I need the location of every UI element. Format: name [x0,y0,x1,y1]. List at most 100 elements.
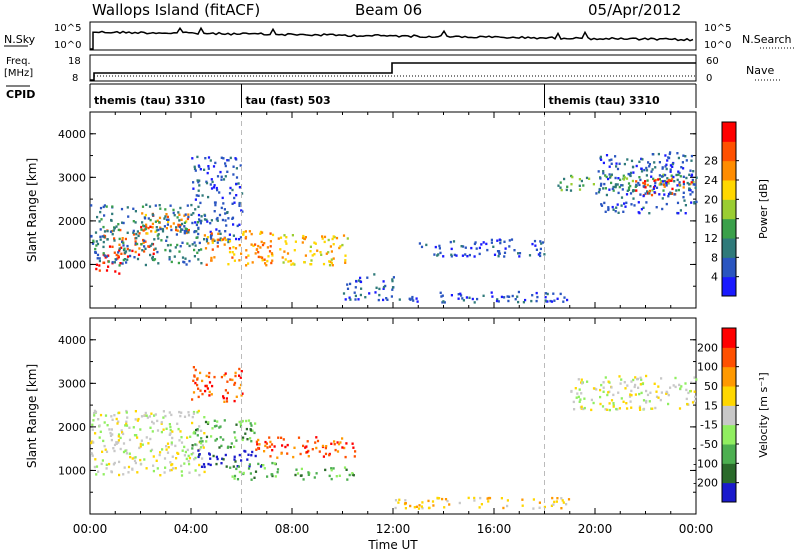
range-gate-cell [236,224,239,228]
range-gate-cell [590,398,593,402]
range-gate-cell [96,242,100,246]
range-gate-cell [503,240,506,243]
range-gate-cell [231,217,234,220]
range-gate-cell [606,408,609,411]
range-gate-cell [140,228,143,231]
range-gate-cell [186,448,189,452]
range-gate-cell [666,180,669,183]
range-gate-cell [284,445,287,449]
range-gate-cell [208,453,211,456]
range-gate-cell [229,466,232,469]
range-gate-cell [672,175,675,179]
range-gate-cell [496,298,499,301]
range-gate-cell [314,242,317,245]
range-gate-cell [648,163,651,166]
range-gate-cell [221,196,224,200]
range-gate-cell [140,439,143,442]
range-gate-cell [216,219,219,222]
range-gate-cell [331,264,334,267]
range-gate-cell [207,195,210,199]
range-gate-cell [625,402,628,405]
range-gate-cell [390,295,393,298]
range-gate-cell [166,451,170,454]
range-gate-cell [432,504,435,507]
range-gate-cell [293,263,296,266]
range-gate-cell [117,256,120,259]
range-gate-cell [443,301,446,304]
range-gate-cell [638,176,641,179]
range-gate-cell [342,234,346,237]
range-gate-cell [102,205,105,209]
colorbar-label: Velocity [m s⁻¹] [757,372,770,457]
range-gate-cell [98,269,101,272]
range-gate-cell [213,184,216,187]
range-gate-cell [674,376,677,380]
range-gate-cell [262,464,265,467]
range-gate-cell [615,407,618,411]
range-gate-cell [473,255,476,258]
range-gate-cell [92,419,95,422]
range-gate-cell [546,292,549,296]
range-gate-cell [158,216,162,220]
range-gate-cell [322,262,326,266]
range-gate-cell [467,496,470,500]
range-gate-cell [166,442,170,445]
range-gate-cell [145,414,148,417]
range-gate-cell [632,197,635,200]
range-gate-cell [245,419,248,423]
range-gate-cell [315,446,318,450]
y-axis-label: Slant Range [km] [25,364,39,468]
range-gate-cell [167,446,170,449]
range-gate-cell [487,500,490,503]
range-gate-cell [306,450,309,454]
range-gate-cell [330,261,333,265]
range-gate-cell [695,176,698,179]
range-gate-cell [102,245,105,249]
range-gate-cell [571,175,574,179]
range-gate-cell [689,182,692,186]
range-gate-cell [664,173,667,177]
range-gate-cell [552,503,555,506]
range-gate-cell [124,424,127,427]
range-gate-cell [134,461,137,465]
range-gate-cell [238,186,241,189]
nave-tick-bottom: 0 [706,73,712,84]
range-gate-cell [678,171,681,175]
range-gate-cell [499,241,502,245]
range-gate-cell [236,478,240,481]
range-gate-cell [235,176,239,179]
range-gate-cell [250,454,253,457]
range-gate-cell [183,415,187,418]
colorbar-swatch [722,463,736,484]
range-gate-cell [636,377,639,381]
range-gate-cell [646,183,649,187]
range-gate-cell [168,256,171,259]
range-gate-cell [269,245,272,248]
range-gate-cell [134,242,137,245]
range-gate-cell [191,243,194,246]
range-gate-cell [495,299,499,303]
range-gate-cell [566,298,569,302]
range-gate-cell [103,444,106,448]
range-gate-cell [560,188,563,192]
range-gate-cell [322,455,325,458]
range-gate-cell [247,419,251,422]
range-gate-cell [220,156,223,159]
range-gate-cell [176,451,179,455]
range-gate-cell [490,241,493,244]
range-gate-cell [187,411,190,414]
range-gate-cell [293,446,296,449]
range-gate-cell [153,248,156,251]
range-gate-cell [169,243,172,247]
range-gate-cell [132,229,135,233]
range-gate-cell [602,161,605,165]
range-gate-cell [508,239,511,242]
range-gate-cell [462,245,465,248]
range-gate-cell [497,300,500,303]
x-tick-label: 16:00 [477,522,512,536]
range-gate-cell [196,221,199,224]
range-gate-cell [676,152,679,155]
range-gate-cell [629,171,633,175]
range-gate-cell [248,465,251,468]
range-gate-cell [103,254,106,257]
